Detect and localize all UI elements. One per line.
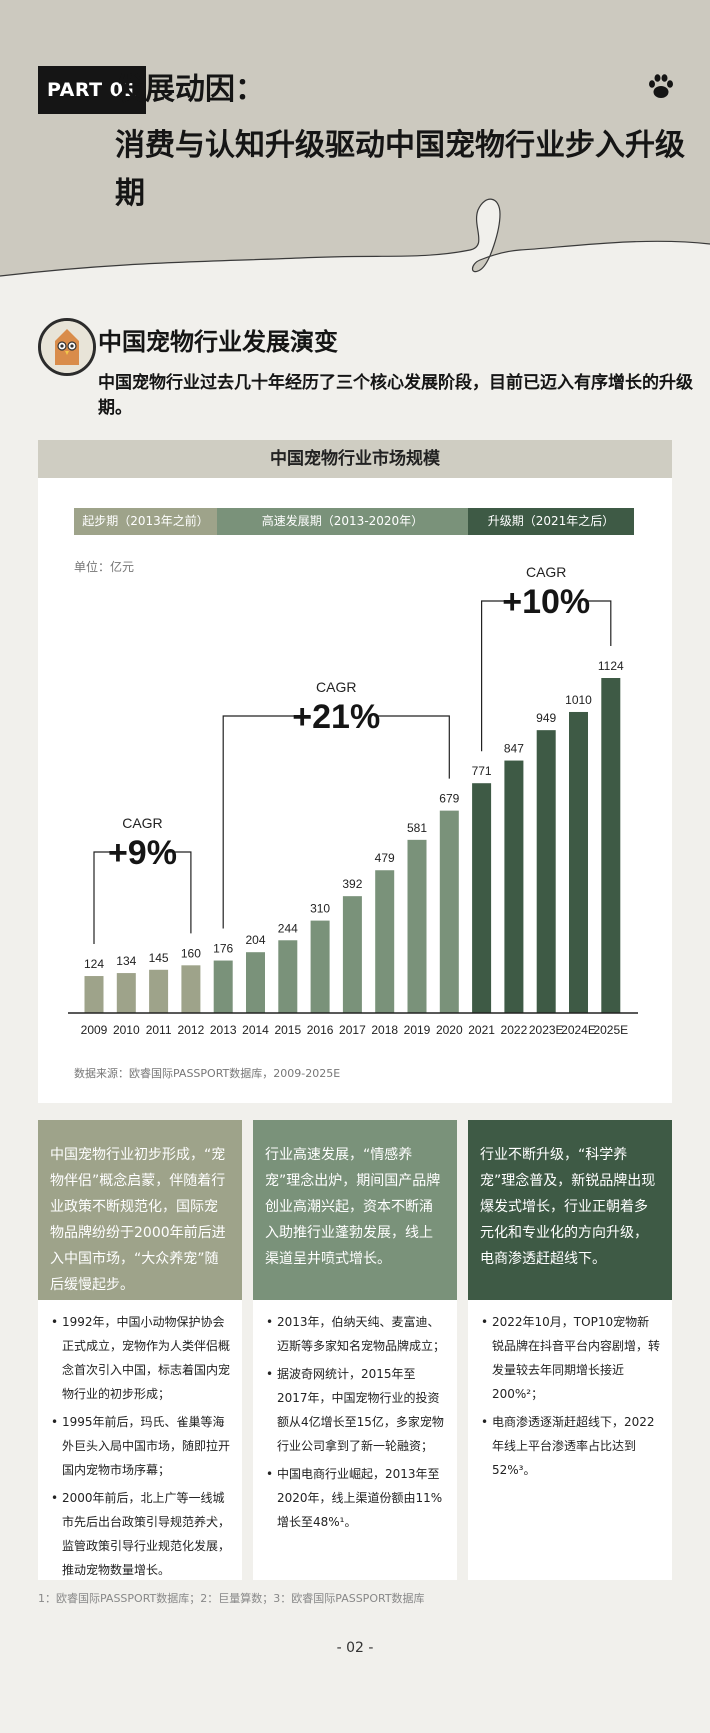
bar-2012	[181, 965, 201, 1013]
page-title-line1: 发展动因：	[115, 72, 265, 107]
card-summary: 中国宠物行业初步形成，“宠物伴侣”概念启蒙，伴随着行业政策不断规范化，国际宠物品…	[38, 1120, 242, 1300]
bar-2015	[278, 940, 298, 1013]
list-item: 2013年，伯纳天纯、麦富迪、迈斯等多家知名宠物品牌成立；	[266, 1310, 445, 1358]
bar-2013	[213, 960, 233, 1013]
bar-2014	[246, 952, 265, 1013]
bar-value-label: 124	[84, 957, 104, 971]
bar-2019	[407, 839, 427, 1013]
page-number: - 02 -	[336, 1640, 374, 1656]
list-item: 据波奇网统计，2015年至2017年，中国宠物行业的投资额从4亿增长至15亿，多…	[266, 1362, 445, 1458]
list-item: 2022年10月，TOP10宠物新锐品牌在抖音平台内容剧增，转发量较去年同期增长…	[481, 1310, 660, 1406]
cagr-annotation: CAGR +10%	[481, 564, 612, 752]
card-details: 2013年，伯纳天纯、麦富迪、迈斯等多家知名宠物品牌成立； 据波奇网统计，201…	[253, 1300, 457, 1580]
x-tick-label: 2012	[178, 1023, 205, 1037]
cagr-value: +21%	[292, 698, 380, 736]
market-size-bar-chart: CAGR +9% CAGR +21% CAGR +10% 124 2009 134 2010 14…	[68, 564, 638, 1037]
x-tick-label: 2018	[371, 1023, 398, 1037]
x-tick-label: 2010	[113, 1023, 140, 1037]
bar-2024E	[569, 711, 588, 1013]
phase-card-upgrade: 行业不断升级，“科学养宠”理念普及，新锐品牌出现爆发式增长，行业正朝着多元化和专…	[468, 1120, 672, 1580]
bar-2010	[116, 973, 136, 1013]
bar-value-label: 160	[181, 946, 201, 960]
list-item: 1992年，中国小动物保护协会正式成立，宠物作为人类伴侣概念首次引入中国，标志着…	[51, 1310, 230, 1406]
card-details: 1992年，中国小动物保护协会正式成立，宠物作为人类伴侣概念首次引入中国，标志着…	[38, 1300, 242, 1580]
bar-value-label: 204	[245, 933, 265, 947]
list-item: 2000年前后，北上广等一线城市先后出台政策引导规范养犬，监管政策引导行业规范化…	[51, 1486, 230, 1582]
cagr-annotation: CAGR +9%	[93, 815, 192, 945]
bar-value-label: 145	[149, 951, 169, 965]
bar-2009	[84, 976, 104, 1013]
list-item: 电商渗透逐渐赶超线下，2022年线上平台渗透率占比达到52%³。	[481, 1410, 660, 1482]
bar-2011	[149, 969, 169, 1013]
bar-2016	[310, 920, 330, 1013]
cagr-label: CAGR	[526, 564, 566, 580]
part-badge: PART 01	[38, 66, 147, 114]
cagr-value: +9%	[108, 834, 177, 872]
paw-icon	[649, 74, 673, 98]
bar-2025E	[601, 678, 621, 1013]
bar-2020	[439, 810, 459, 1013]
phase-card-rapid-growth: 行业高速发展，“情感养宠”理念出炉，期间国产品牌创业高潮兴起，资本不断涌入助推行…	[253, 1120, 457, 1580]
bar-value-label: 1010	[565, 693, 592, 707]
bar-2021	[472, 783, 492, 1013]
list-item: 1995年前后，玛氏、雀巢等海外巨头入局中国市场，随即拉开国内宠物市场序幕；	[51, 1410, 230, 1482]
cagr-value: +10%	[502, 583, 590, 621]
header-background	[0, 0, 710, 277]
card-summary: 行业不断升级，“科学养宠”理念普及，新锐品牌出现爆发式增长，行业正朝着多元化和专…	[468, 1120, 672, 1300]
chart-title: 中国宠物行业市场规模	[38, 440, 672, 478]
x-tick-label: 2009	[81, 1023, 108, 1037]
bar-value-label: 771	[472, 764, 492, 778]
chart-card: 中国宠物行业市场规模 起步期（2013年之前） 高速发展期（2013-2020年…	[38, 440, 672, 1103]
cagr-label: CAGR	[122, 815, 162, 831]
bar-value-label: 679	[439, 792, 459, 806]
bar-value-label: 479	[375, 851, 395, 865]
phase-upgrade: 升级期（2021年之后）	[468, 508, 634, 535]
card-details: 2022年10月，TOP10宠物新锐品牌在抖音平台内容剧增，转发量较去年同期增长…	[468, 1300, 672, 1580]
x-tick-label: 2021	[468, 1023, 495, 1037]
x-tick-label: 2014	[242, 1023, 269, 1037]
section-title: 中国宠物行业发展演变	[98, 328, 338, 356]
x-tick-label: 2011	[146, 1023, 172, 1037]
section-subtitle: 中国宠物行业过去几十年经历了三个核心发展阶段，目前已迈入有序增长的升级期。	[98, 373, 693, 418]
bar-value-label: 949	[536, 711, 556, 725]
bar-2023E	[536, 730, 556, 1013]
bar-value-label: 392	[342, 877, 362, 891]
x-tick-label: 2020	[436, 1023, 463, 1037]
bar-value-label: 310	[310, 902, 330, 916]
x-tick-label: 2013	[210, 1023, 237, 1037]
page-title-line2: 消费与认知升级驱动中国宠物行业步入升级期	[115, 128, 685, 211]
cagr-label: CAGR	[316, 679, 356, 695]
x-tick-label: 2024E	[561, 1023, 596, 1037]
x-tick-label: 2016	[307, 1023, 334, 1037]
bar-value-label: 1124	[598, 659, 624, 673]
bar-2022	[504, 760, 524, 1013]
bar-2018	[375, 870, 395, 1013]
phase-rapid-growth: 高速发展期（2013-2020年）	[217, 508, 468, 535]
x-tick-label: 2017	[339, 1023, 366, 1037]
footnote: 1：欧睿国际PASSPORT数据库；2：巨量算数；3：欧睿国际PASSPORT数…	[38, 1592, 425, 1605]
cagr-annotation: CAGR +21%	[222, 679, 450, 929]
bar-2017	[342, 896, 362, 1013]
x-tick-label: 2015	[274, 1023, 301, 1037]
phase-startup: 起步期（2013年之前）	[74, 508, 217, 535]
x-tick-label: 2019	[404, 1023, 431, 1037]
phase-card-startup: 中国宠物行业初步形成，“宠物伴侣”概念启蒙，伴随着行业政策不断规范化，国际宠物品…	[38, 1120, 242, 1580]
bar-value-label: 847	[504, 742, 524, 756]
unit-label: 单位：亿元	[74, 560, 135, 574]
data-source: 数据来源：欧睿国际PASSPORT数据库，2009-2025E	[74, 1067, 341, 1080]
card-summary: 行业高速发展，“情感养宠”理念出炉，期间国产品牌创业高潮兴起，资本不断涌入助推行…	[253, 1120, 457, 1300]
bar-value-label: 176	[213, 942, 233, 956]
bar-value-label: 134	[116, 954, 136, 968]
x-tick-label: 2023E	[529, 1023, 564, 1037]
x-tick-label: 2022	[501, 1023, 528, 1037]
owl-avatar-icon	[38, 318, 96, 376]
list-item: 中国电商行业崛起，2013年至2020年，线上渠道份额由11%增长至48%¹。	[266, 1462, 445, 1534]
bar-value-label: 244	[278, 921, 298, 935]
x-tick-label: 2025E	[593, 1023, 628, 1037]
bar-value-label: 581	[407, 821, 427, 835]
